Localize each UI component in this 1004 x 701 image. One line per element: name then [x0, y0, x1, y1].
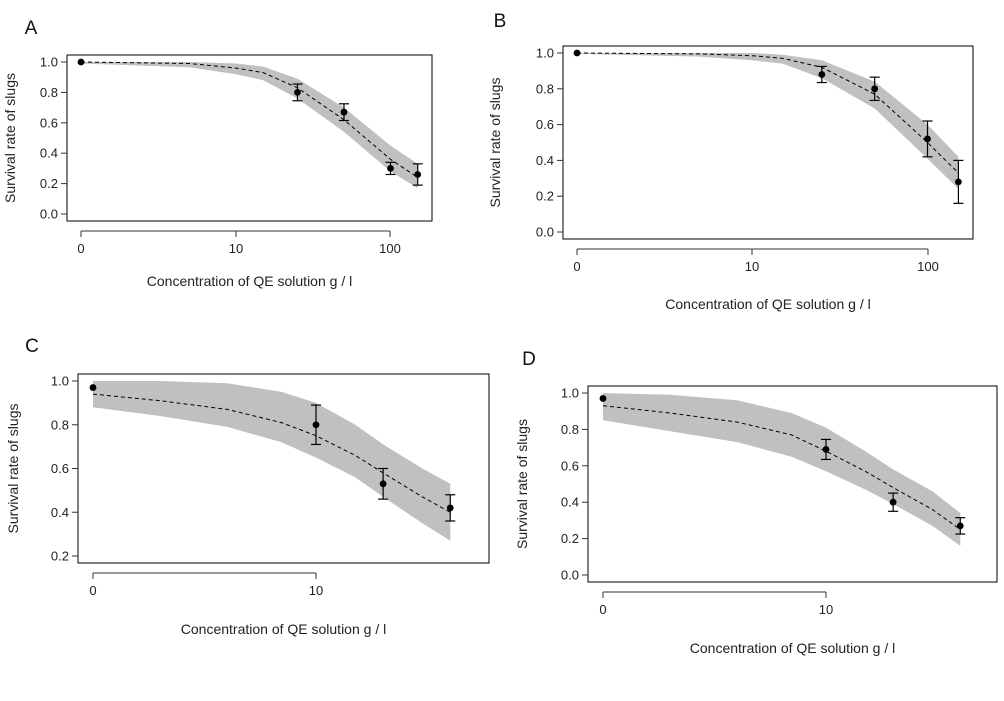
panel-c: C 0.2 0.4 0.6 0.8 1.0 0 10 Concentration of QE s…: [5, 336, 490, 637]
y-tick-label: 0.4: [51, 505, 69, 520]
x-tick-label: 10: [229, 241, 243, 256]
y-tick-label: 0.2: [51, 549, 69, 564]
x-tick-label: 0: [77, 241, 84, 256]
data-point: [77, 58, 85, 66]
data-point: [822, 446, 830, 453]
data-point: [818, 71, 826, 78]
y-axis-title: Survival rate of slugs: [487, 78, 503, 208]
data-point: [312, 421, 320, 429]
confidence-band: [93, 381, 451, 541]
y-tick-label: 0.6: [561, 458, 579, 473]
x-tick-label: 0: [573, 259, 580, 274]
panel-b: B 0.0 0.2 0.4 0.6 0.8 1.0 0 10 100 Concentration o…: [487, 11, 974, 312]
y-tick-label: 0.8: [536, 81, 554, 96]
data-point: [573, 49, 581, 57]
data-point: [379, 480, 387, 488]
data-point: [446, 504, 454, 512]
confidence-band: [577, 53, 959, 189]
data-point: [414, 171, 422, 178]
y-tick-label: 0.4: [561, 495, 579, 510]
y-tick-label: 0.0: [40, 207, 58, 222]
y-tick-label: 1.0: [561, 386, 579, 401]
panel-label: B: [494, 11, 507, 32]
y-tick-label: 0.6: [536, 117, 554, 132]
panel-label: A: [25, 18, 38, 39]
x-tick-label: 10: [309, 583, 323, 598]
panel-a: A 0.0 0.2 0.4 0.6 0.8 1.0 0 10 100 Concentration o…: [2, 18, 433, 289]
data-point: [599, 395, 607, 402]
x-tick-label: 0: [599, 602, 606, 617]
data-point: [924, 135, 931, 143]
plot-frame: [66, 54, 433, 222]
y-tick-label: 0.2: [40, 176, 58, 191]
data-point: [955, 178, 962, 186]
x-tick-label: 0: [89, 583, 96, 598]
y-axis-title: Survival rate of slugs: [5, 404, 21, 534]
x-tick-label: 100: [917, 259, 939, 274]
confidence-band: [603, 393, 961, 546]
x-axis-title: Concentration of QE solution g / l: [690, 640, 895, 656]
y-tick-label: 1.0: [536, 46, 554, 61]
y-tick-label: 1.0: [51, 374, 69, 389]
plot-frame: [587, 385, 998, 583]
x-tick-label: 100: [379, 241, 401, 256]
y-tick-label: 0.0: [561, 568, 579, 583]
plot-frame: [562, 45, 974, 240]
x-axis-title: Concentration of QE solution g / l: [147, 273, 352, 289]
panel-d: D 0.0 0.2 0.4 0.6 0.8 1.0 0 10 Concentration of Q…: [514, 349, 998, 656]
y-tick-label: 1.0: [40, 55, 58, 70]
y-tick-label: 0.8: [51, 417, 69, 432]
x-axis-title: Concentration of QE solution g / l: [181, 621, 386, 637]
data-point: [387, 165, 394, 172]
data-point: [89, 384, 97, 391]
fitted-curve: [80, 61, 418, 178]
y-tick-label: 0.6: [51, 461, 69, 476]
y-axis-title: Survival rate of slugs: [2, 73, 18, 203]
y-tick-label: 0.4: [40, 146, 58, 161]
panel-label: D: [522, 349, 536, 370]
panel-label: C: [25, 336, 39, 357]
y-tick-label: 0.2: [536, 189, 554, 204]
data-point: [340, 108, 348, 116]
x-tick-label: 10: [745, 259, 759, 274]
y-tick-label: 0.8: [40, 85, 58, 100]
data-point: [956, 522, 964, 530]
y-tick-label: 0.2: [561, 531, 579, 546]
data-point: [889, 498, 897, 506]
data-point: [871, 85, 879, 93]
y-tick-label: 0.8: [561, 422, 579, 437]
y-tick-label: 0.4: [536, 153, 554, 168]
y-tick-label: 0.0: [536, 225, 554, 240]
data-point: [294, 89, 301, 96]
confidence-band: [81, 62, 418, 189]
y-tick-label: 0.6: [40, 115, 58, 130]
fitted-curve: [576, 52, 959, 174]
x-axis-title: Concentration of QE solution g / l: [665, 296, 870, 312]
x-tick-label: 10: [819, 602, 833, 617]
y-axis-title: Survival rate of slugs: [514, 419, 530, 549]
